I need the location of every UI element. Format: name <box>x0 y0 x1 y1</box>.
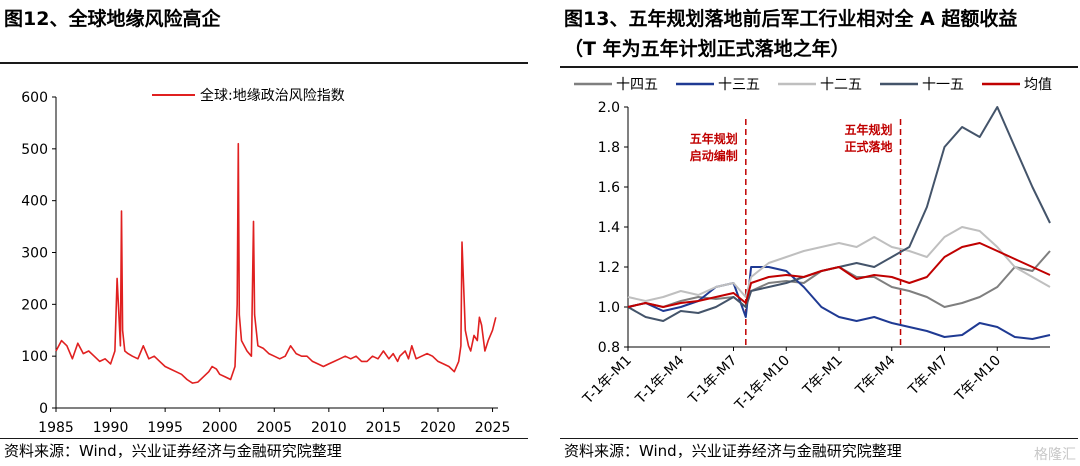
milestone-annotation: 正式落地 <box>845 139 893 154</box>
x-tick-label: T年-M1 <box>799 353 845 399</box>
y-tick-label: 500 <box>21 142 48 158</box>
series-line <box>627 250 1051 308</box>
y-tick-label: 300 <box>21 246 48 262</box>
x-tick-label: T-1年-M7 <box>685 353 740 408</box>
x-tick-label: T年-M4 <box>852 352 898 398</box>
right-chart-subtitle: （T 年为五年计划正式落地之年） <box>564 38 850 60</box>
x-tick-label: 2010 <box>311 420 347 436</box>
legend-label: 十三五 <box>718 77 760 93</box>
y-tick-label: 1.6 <box>598 180 620 196</box>
legend-label: 十一五 <box>922 77 964 93</box>
y-tick-label: 200 <box>21 297 48 313</box>
right-chart-title: 图13、五年规划落地前后军工行业相对全 A 超额收益 <box>564 8 1018 30</box>
series-line <box>627 226 1051 302</box>
left-chart-title: 图12、全球地缘风险高企 <box>4 8 221 30</box>
y-tick-label: 1.0 <box>598 300 620 316</box>
x-tick-label: 1990 <box>93 420 129 436</box>
x-tick-label: T年-M7 <box>905 353 951 399</box>
x-tick-label: 2015 <box>366 420 402 436</box>
y-tick-label: 600 <box>21 90 48 106</box>
x-tick-label: T-1年-M1 <box>579 353 634 408</box>
x-tick-label: 2005 <box>256 420 292 436</box>
legend-label: 均值 <box>1024 77 1052 93</box>
right-chart-panel: 图13、五年规划落地前后军工行业相对全 A 超额收益 （T 年为五年计划正式落地… <box>560 0 1080 466</box>
right-source-note: 资料来源：Wind，兴业证券经济与金融研究院整理 <box>564 442 902 460</box>
y-tick-label: 2.0 <box>598 100 620 116</box>
legend-label: 全球:地缘政治风险指数 <box>200 87 345 104</box>
right-chart-svg: 0.81.01.21.41.61.82.0T-1年-M1T-1年-M4T-1年-… <box>574 77 1052 415</box>
y-tick-label: 400 <box>21 194 48 210</box>
left-source-rule <box>0 438 528 439</box>
right-title-rule <box>560 66 1078 68</box>
y-tick-label: 1.4 <box>598 220 620 236</box>
y-tick-label: 0.8 <box>598 340 620 356</box>
series-line <box>627 266 1051 340</box>
milestone-annotation: 启动编制 <box>690 148 738 163</box>
left-chart-svg: 0 100 200 300 400 500 600 1985 1990 1995 2000 2005 2… <box>21 87 511 436</box>
milestone-annotation: 五年规划 <box>690 131 738 146</box>
left-source-note: 资料来源：Wind，兴业证券经济与金融研究院整理 <box>4 442 342 460</box>
x-tick-label: 2025 <box>475 420 511 436</box>
y-tick-label: 0 <box>39 401 48 417</box>
right-source-rule <box>560 438 1078 439</box>
legend-label: 十四五 <box>616 77 658 93</box>
x-tick-label: T年-M10 <box>951 353 1004 406</box>
series-line <box>627 242 1051 308</box>
x-tick-label: 2000 <box>202 420 238 436</box>
x-tick-label: T-1年-M4 <box>632 352 687 407</box>
x-tick-label: 1995 <box>147 420 183 436</box>
x-tick-label: 1985 <box>38 420 74 436</box>
x-tick-label: T-1年-M10 <box>731 353 793 415</box>
watermark-logo: 格隆汇 <box>1034 447 1076 463</box>
milestone-annotation: 五年规划 <box>845 122 893 137</box>
series-line <box>55 142 497 384</box>
left-title-rule <box>0 62 528 64</box>
legend-label: 十二五 <box>820 77 862 93</box>
left-chart-panel: 图12、全球地缘风险高企 0 100 200 300 400 500 600 1985 1990… <box>0 0 530 466</box>
y-tick-label: 1.8 <box>598 140 620 156</box>
y-tick-label: 1.2 <box>598 260 620 276</box>
y-tick-label: 100 <box>21 349 48 365</box>
x-tick-label: 2020 <box>420 420 456 436</box>
